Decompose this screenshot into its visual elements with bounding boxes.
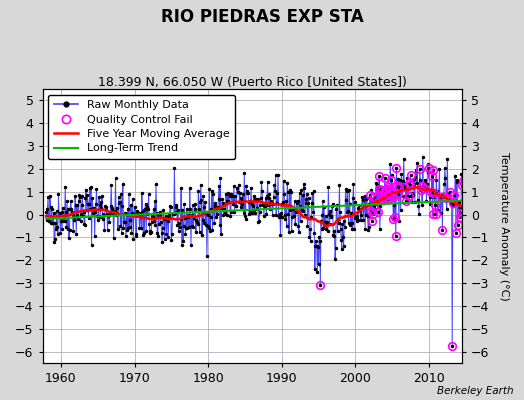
Legend: Raw Monthly Data, Quality Control Fail, Five Year Moving Average, Long-Term Tren: Raw Monthly Data, Quality Control Fail, … (48, 94, 235, 159)
Title: 18.399 N, 66.050 W (Puerto Rico [United States]): 18.399 N, 66.050 W (Puerto Rico [United … (98, 76, 407, 89)
Text: Berkeley Earth: Berkeley Earth (437, 386, 514, 396)
Text: RIO PIEDRAS EXP STA: RIO PIEDRAS EXP STA (161, 8, 363, 26)
Y-axis label: Temperature Anomaly (°C): Temperature Anomaly (°C) (499, 152, 509, 300)
